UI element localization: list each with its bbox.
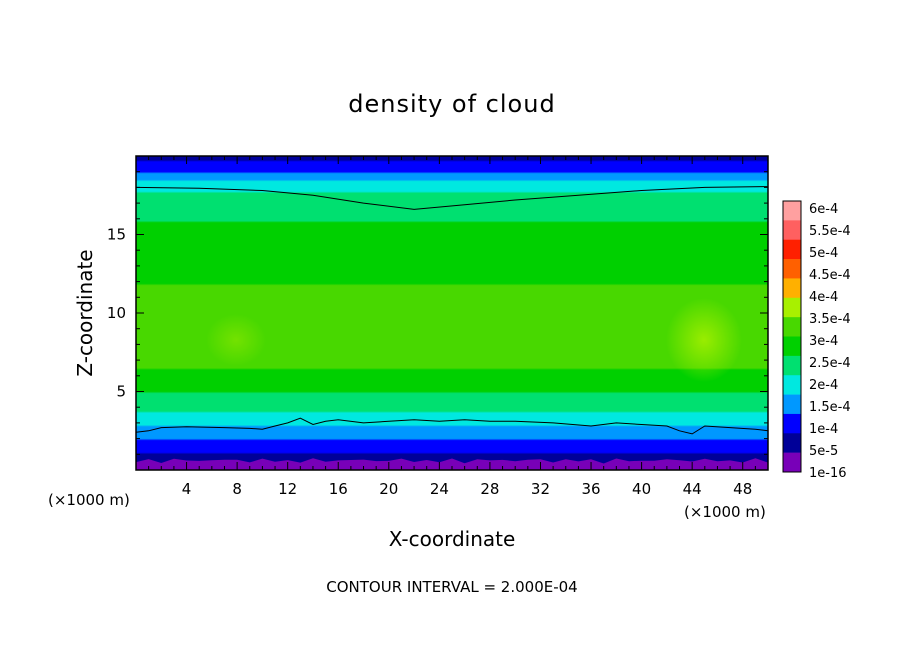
colorbar-label: 3.5e-4	[809, 312, 851, 327]
x-unit-left: (×1000 m)	[48, 491, 130, 509]
x-tick-label: 36	[581, 480, 600, 498]
colorbar-swatch	[783, 297, 801, 318]
x-tick-label: 32	[531, 480, 550, 498]
chart-title: density of cloud	[348, 90, 555, 118]
colorbar-swatch	[783, 375, 801, 395]
contour-line-upper	[136, 186, 768, 210]
colorbar-label: 2.5e-4	[809, 356, 851, 371]
colorbar-swatch	[783, 201, 801, 221]
density-maximum-left	[206, 314, 266, 366]
colorbar-label: 4.5e-4	[809, 268, 851, 283]
low-density-top-center	[360, 156, 520, 178]
y-tick-label: 15	[107, 226, 126, 244]
colorbar-swatch	[783, 220, 801, 241]
colorbar-label: 1e-16	[809, 466, 847, 481]
x-tick-label: 8	[232, 480, 242, 498]
colorbar-label: 4e-4	[809, 290, 838, 305]
colorbar-label: 6e-4	[809, 202, 838, 217]
colorbar: 6e-4 5.5e-4 5e-4 4.5e-4 4e-4 3.5e-4 3e-4 2.5e-4…	[782, 200, 851, 481]
x-tick-label: 28	[480, 480, 499, 498]
colorbar-frame	[782, 200, 802, 473]
colorbar-swatch	[783, 278, 801, 299]
y-axis-label: Z-coordinate	[73, 249, 97, 376]
density-field	[136, 156, 768, 470]
colorbar-swatch	[783, 452, 801, 473]
colorbar-swatch	[783, 259, 801, 279]
colorbar-swatch	[783, 394, 801, 415]
colorbar-swatch	[783, 355, 801, 376]
colorbar-label: 2e-4	[809, 378, 838, 393]
density-maximum-right	[666, 298, 742, 382]
x-tick-label: 24	[430, 480, 449, 498]
colorbar-swatch	[783, 336, 801, 357]
x-tick-label: 44	[683, 480, 702, 498]
axis-ticks	[136, 156, 768, 470]
contour-interval-note: CONTOUR INTERVAL = 2.000E-04	[326, 578, 577, 596]
x-tick-label: 20	[379, 480, 398, 498]
x-unit-right: (×1000 m)	[684, 503, 766, 521]
colorbar-label: 5.5e-4	[809, 224, 851, 239]
colorbar-label: 3e-4	[809, 334, 838, 349]
x-tick-label: 40	[632, 480, 651, 498]
x-tick-label: 12	[278, 480, 297, 498]
colorbar-label: 5e-4	[809, 246, 838, 261]
y-tick-label: 10	[107, 304, 126, 322]
colorbar-swatch	[783, 433, 801, 453]
colorbar-swatch	[783, 413, 801, 434]
contour-line-lower	[136, 417, 768, 435]
y-tick-label: 5	[116, 383, 126, 401]
x-tick-label: 48	[733, 480, 752, 498]
colorbar-swatch	[783, 239, 801, 260]
x-tick-label: 16	[329, 480, 348, 498]
colorbar-swatch	[783, 317, 801, 337]
colorbar-label: 1e-4	[809, 422, 838, 437]
colorbar-label: 5e-5	[809, 444, 838, 459]
plot-area	[136, 156, 768, 470]
bottom-band	[136, 458, 768, 470]
low-density-top	[136, 156, 390, 182]
x-tick-label: 4	[182, 480, 192, 498]
colorbar-label: 1.5e-4	[809, 400, 851, 415]
x-axis-label: X-coordinate	[389, 527, 516, 551]
